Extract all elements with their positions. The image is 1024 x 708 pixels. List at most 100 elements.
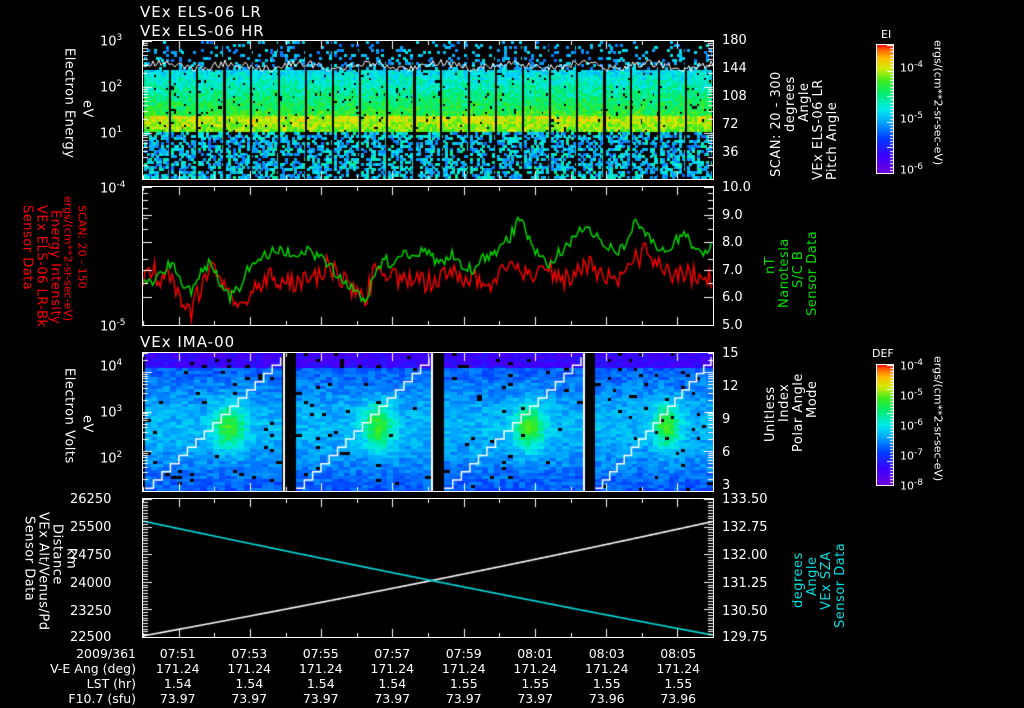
panel1-rtick-180: 180 <box>722 33 747 48</box>
panel3-rtick-6: 6 <box>722 445 731 460</box>
panel2-left-name-els: VEx ELS-06 LR-Bk <box>33 205 49 328</box>
panel4-left-name-alt: VEx Alt/Venus/Pd <box>35 512 51 631</box>
panel4-left-name-km: km <box>63 548 79 570</box>
panel1-right-name-pitch: Pitch Angle <box>825 101 840 180</box>
altitude-sza-plot[interactable] <box>142 498 714 638</box>
panel2-ytick-bottom: 10-5 <box>100 318 126 335</box>
panel4-ltick-3: 24000 <box>70 576 112 591</box>
footer-cell-lst-2: 1.54 <box>306 676 335 691</box>
panel2-right-name-3: Nanotesla <box>777 208 792 308</box>
panel2-left-name-2: VEx ELS-06 LR-Bk <box>34 205 49 327</box>
panel1-ytick-100: 102 <box>100 79 123 96</box>
panel2-left-name-3: Energy Intensity <box>48 210 63 324</box>
panel4-rtick-2: 132.00 <box>722 548 768 563</box>
panel1-rtick-144: 144 <box>722 61 747 76</box>
panel2-ytick-top: 10-4 <box>100 180 126 197</box>
footer-cell-ve_ang-1: 171.24 <box>227 661 272 676</box>
panel1-right-axis-name-4: degrees <box>783 62 798 132</box>
footer-row-label-f107: F10.7 (sfu) <box>68 691 136 706</box>
panel1-right-axis-name-3: Angle <box>797 62 812 123</box>
panel4-ltick-2: 24750 <box>70 548 112 563</box>
footer-row-label-ve_ang: V-E Ang (deg) <box>50 661 136 676</box>
panel3-rtick-9: 9 <box>722 412 731 427</box>
panel3-left-axis-name: Electron Volts <box>62 368 77 478</box>
panel2-left-name-scan: SCAN: 20 - 150 <box>75 205 89 289</box>
panel2-rtick-6: 6.0 <box>722 290 743 305</box>
panel4-ltick-1: 25500 <box>70 520 112 535</box>
panel1-right-axis-name-1: Pitch Angle <box>825 40 840 180</box>
panel4-right-name-3: Angle <box>805 540 820 597</box>
panel3-rtick-3: 3 <box>722 478 731 493</box>
panel3-right-name-index: Index <box>777 383 792 422</box>
panel3-right-name-1: Mode <box>805 370 820 418</box>
def-colorbar-tick-3: 10-6 <box>900 418 923 433</box>
ei-colorbar-unit-text: ergs/(cm**2-sr-sec-eV) <box>931 40 945 166</box>
footer-cell-lst-4: 1.55 <box>449 676 478 691</box>
footer-cell-ve_ang-5: 171.24 <box>513 661 558 676</box>
panel1-rtick-108: 108 <box>722 89 747 104</box>
footer-cell-times-1: 07:53 <box>231 646 268 661</box>
panel4-right-name-degrees: degrees <box>791 552 806 608</box>
footer-cell-times-7: 08:05 <box>660 646 697 661</box>
footer-row-label-times: 2009/361 <box>76 646 136 661</box>
energy-intensity-plot[interactable] <box>142 186 714 326</box>
panel1-right-name-angle: Angle <box>797 82 812 123</box>
panel2-right-name-scb: S/C B <box>791 250 806 288</box>
footer-cell-times-3: 07:57 <box>374 646 411 661</box>
def-colorbar-unit: ergs/(cm**2-sr-sec-eV) <box>932 356 945 488</box>
def-colorbar-tick-5: 10-8 <box>900 478 923 493</box>
footer-cell-f107-7: 73.96 <box>660 691 697 706</box>
panel1-right-name-degrees: degrees <box>783 76 798 132</box>
footer-cell-ve_ang-4: 171.24 <box>441 661 486 676</box>
panel2-right-name-nanotesla: Nanotesla <box>777 238 792 308</box>
ei-colorbar <box>876 44 894 174</box>
footer-cell-lst-3: 1.54 <box>378 676 407 691</box>
panel4-left-name-1: Sensor Data <box>21 516 37 621</box>
panel2-rtick-10: 10.0 <box>722 180 751 195</box>
els-spectrogram-plot[interactable] <box>142 40 714 180</box>
panel3-rtick-15: 15 <box>722 346 739 361</box>
panel1-ytick-10: 101 <box>100 125 123 142</box>
panel2-rtick-8: 8.0 <box>722 235 743 250</box>
panel4-left-name-sensordata: Sensor Data <box>21 516 37 602</box>
panel3-rtick-12: 12 <box>722 379 739 394</box>
footer-cell-lst-0: 1.54 <box>163 676 192 691</box>
panel3-ytick-1e2: 102 <box>100 450 123 467</box>
footer-row-label-lst: LST (hr) <box>86 676 136 691</box>
footer-cell-times-5: 08:01 <box>517 646 554 661</box>
panel4-ltick-0: 26250 <box>70 492 112 507</box>
def-colorbar-label: DEF <box>872 347 894 360</box>
panel2-right-name-1: Sensor Data <box>805 196 820 316</box>
panel2-right-name-sensordata: Sensor Data <box>805 230 820 316</box>
def-colorbar-tick-4: 10-7 <box>900 448 923 463</box>
footer-cell-lst-5: 1.55 <box>521 676 550 691</box>
panel4-rtick-5: 129.75 <box>722 630 768 645</box>
panel4-rtick-4: 130.50 <box>722 604 768 619</box>
panel2-left-name-5: SCAN: 20 - 150 <box>75 205 89 310</box>
panel1-title-lr: VEx ELS-06 LR <box>140 3 262 21</box>
panel3-title: VEx IMA-00 <box>140 333 236 351</box>
panel1-left-axis-name-line1: Electron Energy <box>61 48 77 159</box>
ei-colorbar-tick-2: 10-5 <box>900 111 923 126</box>
panel2-left-name-units: ergs/(cm**2-sr-sec-eV) <box>61 196 75 322</box>
panel3-ytick-1e4: 104 <box>100 358 123 375</box>
footer-cell-times-2: 07:55 <box>302 646 339 661</box>
panel1-left-axis-unit-text: eV <box>79 100 95 118</box>
panel3-right-name-polar: Polar Angle <box>791 373 806 452</box>
ei-colorbar-label: EI <box>881 28 892 41</box>
panel3-right-name-unitless: Unitless <box>763 386 778 442</box>
def-colorbar-gradient <box>877 365 893 485</box>
ei-colorbar-tick-1: 10-4 <box>900 60 923 75</box>
panel4-left-name-3: Distance <box>49 524 65 610</box>
energy-intensity-canvas <box>143 187 713 325</box>
panel1-right-axis-name-5: SCAN: 20 - 300 <box>769 62 784 177</box>
panel4-right-name-1: Sensor Data <box>833 512 848 628</box>
panel3-left-name-ev: eV <box>79 415 95 433</box>
def-colorbar-tick-1: 10-4 <box>900 358 923 373</box>
panel2-rtick-7: 7.0 <box>722 263 743 278</box>
footer-cell-ve_ang-2: 171.24 <box>298 661 343 676</box>
panel1-rtick-36: 36 <box>722 145 739 160</box>
ima-spectrogram-plot[interactable] <box>142 352 714 492</box>
panel4-left-name-distance: Distance <box>49 524 65 585</box>
panel1-right-name-scan: SCAN: 20 - 300 <box>769 71 784 177</box>
